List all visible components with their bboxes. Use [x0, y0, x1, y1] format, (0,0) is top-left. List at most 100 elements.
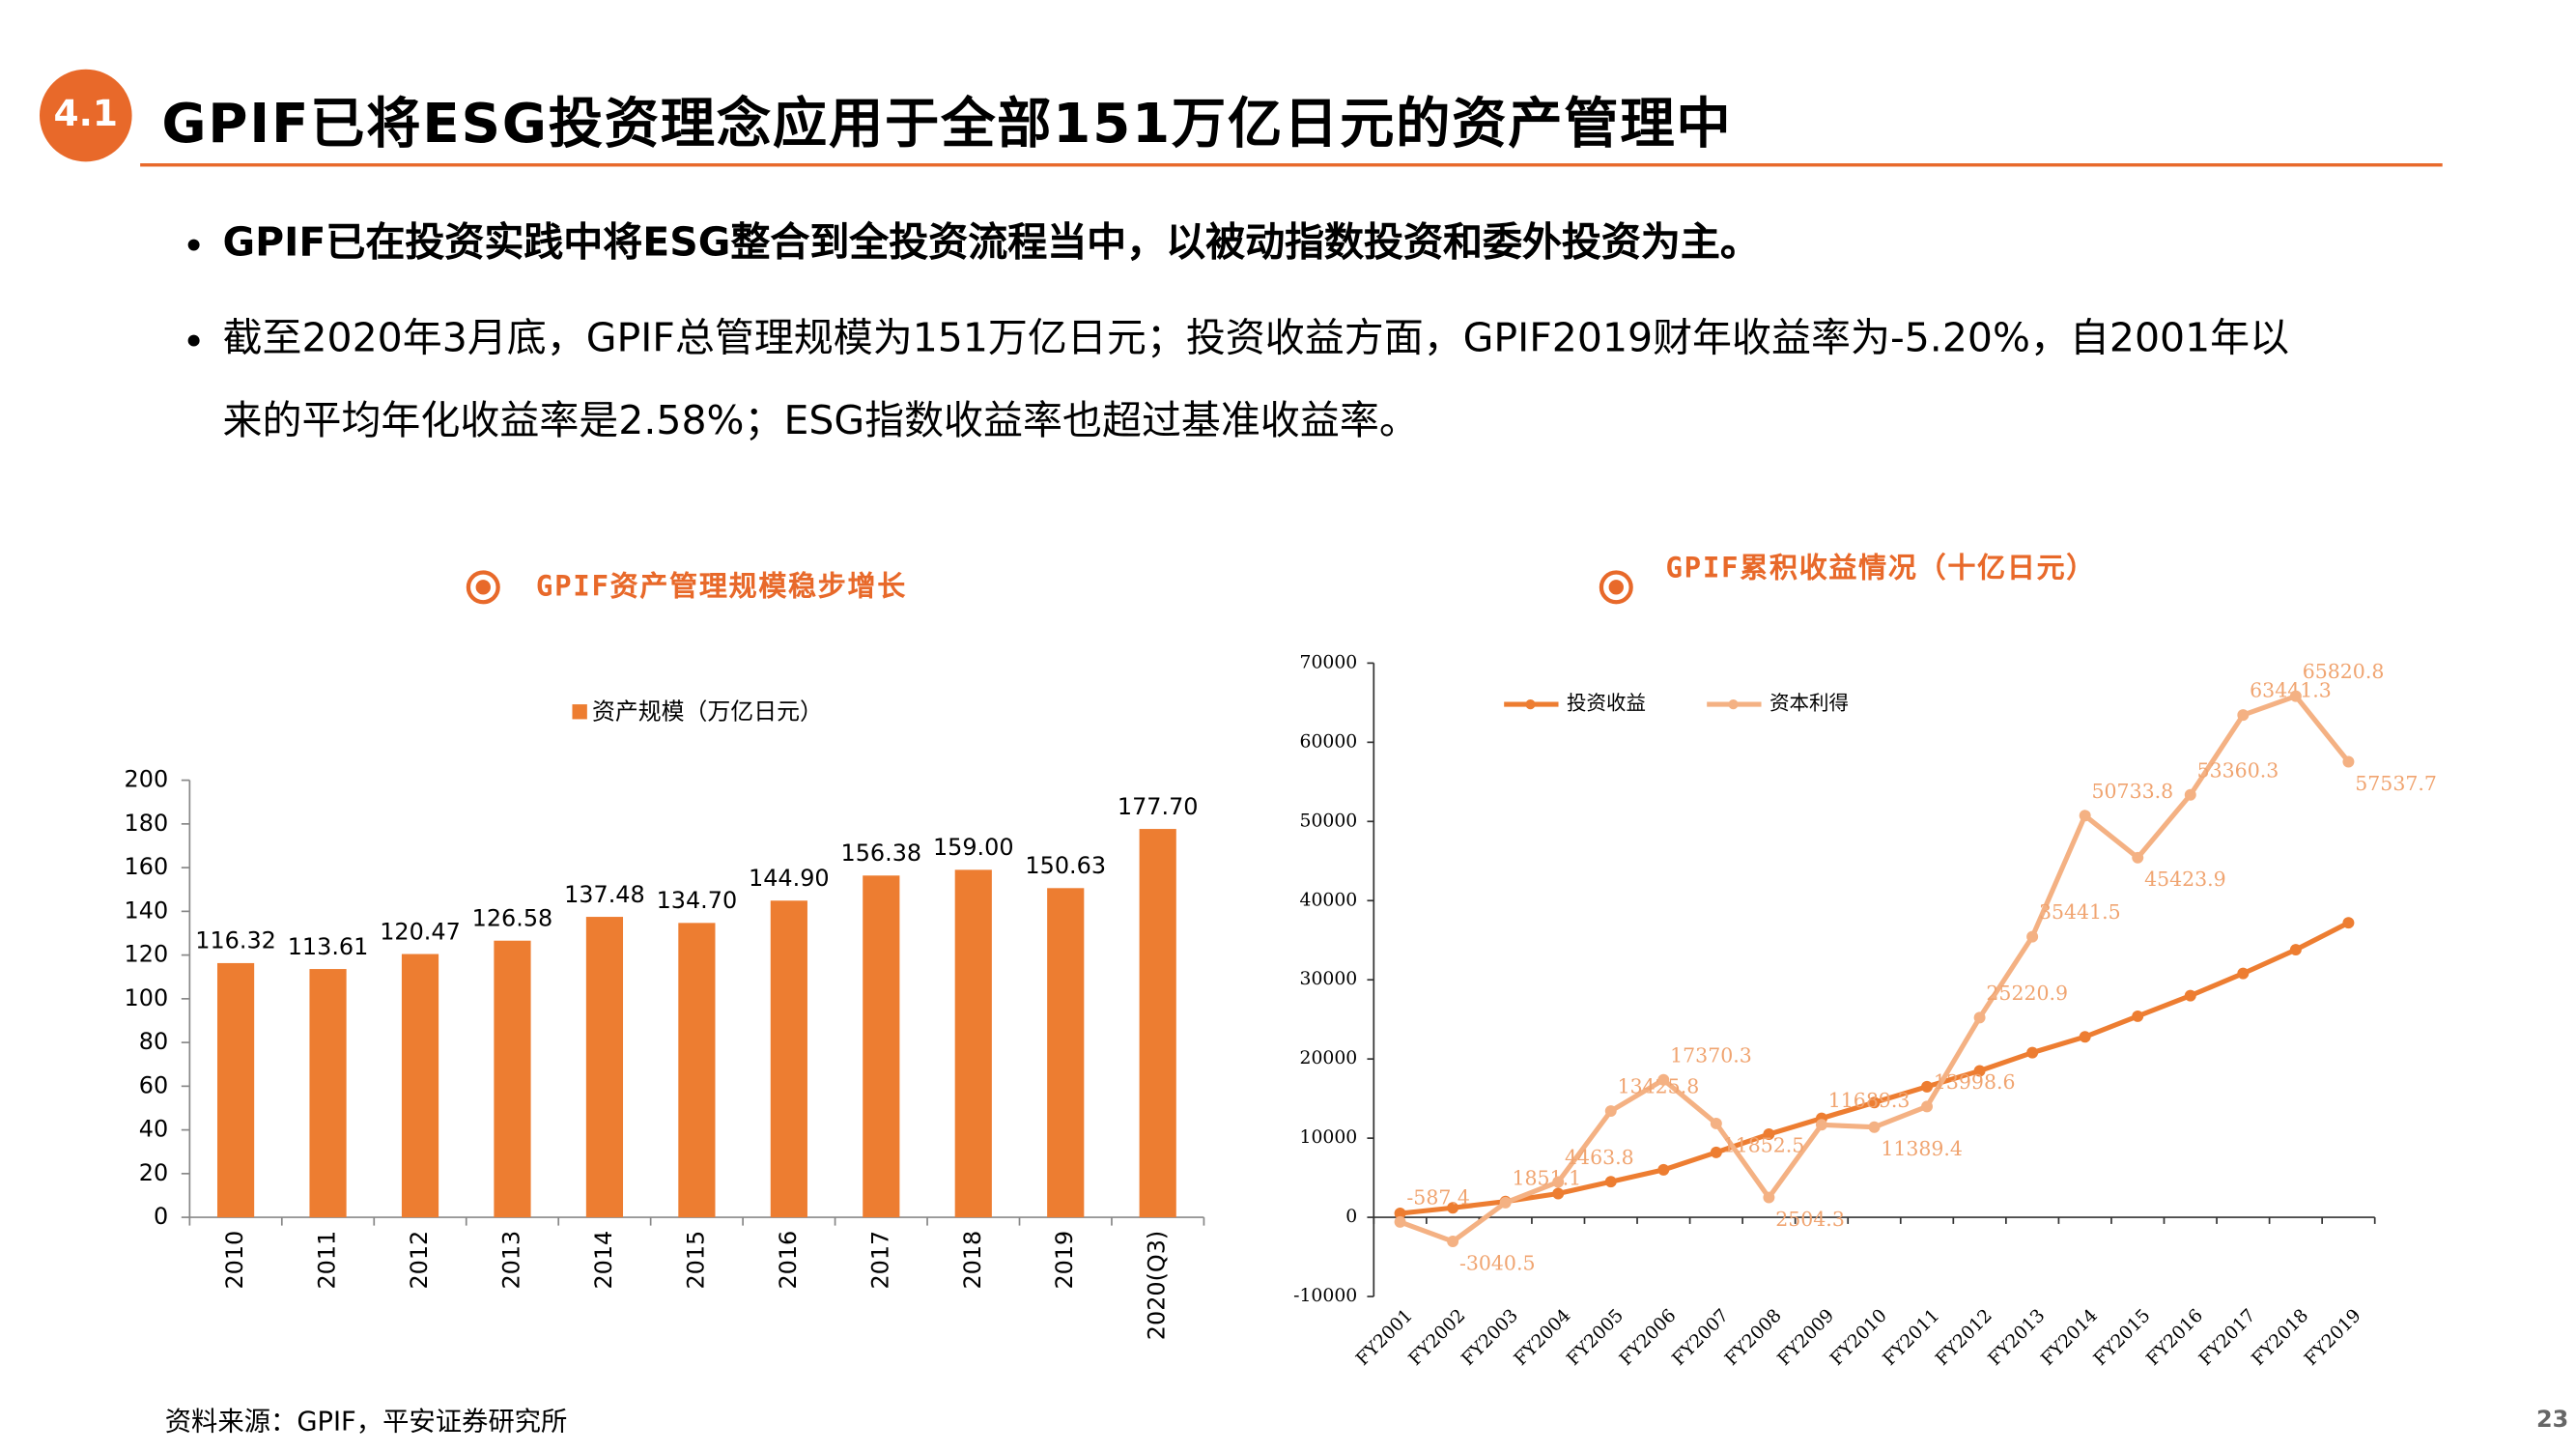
y-tick-label: 180 [125, 810, 169, 837]
x-tick-label: FY2007 [1669, 1305, 1734, 1370]
series-marker [2079, 810, 2091, 822]
bar [954, 869, 992, 1218]
series-marker [1921, 1080, 1934, 1093]
y-tick-label: 80 [139, 1028, 168, 1055]
legend-marker [1728, 698, 1739, 710]
series-marker [1973, 1065, 1986, 1077]
bullet: GPIF已在投资实践中将ESG整合到全投资流程当中，以被动指数投资和委外投资为主… [223, 201, 2301, 283]
bar [1047, 888, 1085, 1218]
x-tick-label: FY2013 [1985, 1305, 2050, 1370]
y-tick-label: 140 [125, 897, 169, 924]
series-marker [2132, 851, 2144, 864]
x-tick-label: FY2014 [2037, 1305, 2102, 1370]
series-marker [1710, 1117, 1722, 1129]
data-label: 137.48 [564, 881, 645, 908]
bar [863, 875, 900, 1218]
series-marker [1657, 1073, 1670, 1086]
series-marker [1710, 1146, 1722, 1158]
data-label: 11852.5 [1723, 1133, 1805, 1156]
data-label: 11389.4 [1881, 1137, 1963, 1160]
data-label: 13998.6 [1934, 1070, 2016, 1094]
x-tick-label: FY2003 [1458, 1305, 1522, 1370]
data-label: 50733.8 [2092, 780, 2174, 803]
data-label: 177.70 [1118, 793, 1199, 820]
data-label: -3040.5 [1459, 1251, 1536, 1274]
bar [309, 969, 347, 1218]
series-marker [2237, 967, 2250, 980]
title-icon [1599, 570, 1633, 605]
series-marker [1394, 1208, 1406, 1219]
data-label: 144.90 [749, 865, 830, 892]
data-label: 116.32 [195, 927, 276, 954]
legend-label: 资产规模（万亿日元） [592, 698, 823, 726]
x-tick-label: FY2009 [1774, 1305, 1839, 1370]
chart-title: GPIF资产管理规模稳步增长 [535, 570, 908, 604]
y-tick-label: 160 [125, 853, 169, 880]
y-tick-label: 200 [125, 766, 169, 793]
title-icon [466, 570, 500, 605]
y-tick-label: 0 [154, 1203, 168, 1230]
data-label: 35441.5 [2039, 900, 2121, 924]
x-tick-label: FY2012 [1932, 1305, 1996, 1370]
x-tick-label: FY2016 [2143, 1305, 2208, 1370]
x-tick-label: 2015 [682, 1231, 709, 1290]
series-marker [1447, 1236, 1459, 1247]
series-marker [1921, 1100, 1934, 1113]
y-tick-label: 100 [125, 984, 169, 1011]
data-label: 126.58 [472, 905, 553, 932]
y-tick-label: -10000 [1293, 1286, 1357, 1306]
series-marker [2026, 930, 2039, 943]
x-tick-label: 2020(Q3) [1144, 1231, 1171, 1340]
y-tick-label: 60000 [1300, 731, 1358, 752]
x-tick-label: 2018 [959, 1231, 986, 1290]
x-tick-label: FY2010 [1826, 1305, 1891, 1370]
x-tick-label: FY2015 [2090, 1305, 2155, 1370]
bar [770, 900, 807, 1218]
x-tick-label: FY2001 [1352, 1305, 1417, 1370]
y-tick-label: 20 [139, 1159, 168, 1186]
data-label: 25220.9 [1986, 982, 2068, 1005]
series-marker [2289, 944, 2302, 956]
x-tick-label: FY2018 [2249, 1305, 2313, 1370]
page-number: 23 [2536, 1407, 2569, 1434]
title-rule [140, 163, 2443, 167]
series-marker [1868, 1121, 1881, 1133]
series-marker [2184, 788, 2196, 801]
bar [216, 962, 255, 1218]
series-marker [2237, 709, 2250, 722]
series-marker [1552, 1187, 1565, 1200]
data-label: 45423.9 [2144, 868, 2226, 891]
x-tick-label: FY2005 [1563, 1305, 1628, 1370]
source-note: 资料来源：GPIF，平安证券研究所 [164, 1405, 568, 1438]
x-tick-label: FY2002 [1405, 1305, 1470, 1370]
legend-marker [1525, 698, 1536, 710]
series-marker [1763, 1191, 1775, 1204]
data-label: 2504.3 [1775, 1208, 1845, 1231]
x-tick-label: 2013 [497, 1231, 524, 1290]
x-tick-label: FY2011 [1880, 1305, 1944, 1370]
data-label: 113.61 [288, 933, 369, 960]
x-tick-label: 2010 [221, 1231, 248, 1290]
data-label: 53360.3 [2197, 758, 2279, 782]
bullet: 截至2020年3月底，GPIF总管理规模为151万亿日元；投资收益方面，GPIF… [223, 297, 2301, 462]
y-tick-label: 30000 [1300, 969, 1358, 989]
bar [585, 917, 624, 1218]
y-tick-label: 0 [1345, 1207, 1357, 1227]
y-tick-label: 20000 [1300, 1048, 1358, 1068]
data-label: 134.70 [657, 887, 738, 914]
series-marker [1604, 1105, 1617, 1118]
x-tick-label: 2011 [314, 1231, 341, 1290]
y-tick-label: 120 [125, 941, 169, 968]
bar [678, 923, 716, 1218]
series-marker [1815, 1119, 1827, 1131]
y-tick-label: 50000 [1300, 811, 1358, 831]
y-tick-label: 60 [139, 1071, 168, 1098]
series-marker [1447, 1202, 1459, 1214]
series-marker [1868, 1096, 1881, 1109]
bullet-list: GPIF已在投资实践中将ESG整合到全投资流程当中，以被动指数投资和委外投资为主… [165, 201, 2301, 474]
series-marker [1552, 1176, 1565, 1188]
series-marker [2132, 1010, 2144, 1022]
